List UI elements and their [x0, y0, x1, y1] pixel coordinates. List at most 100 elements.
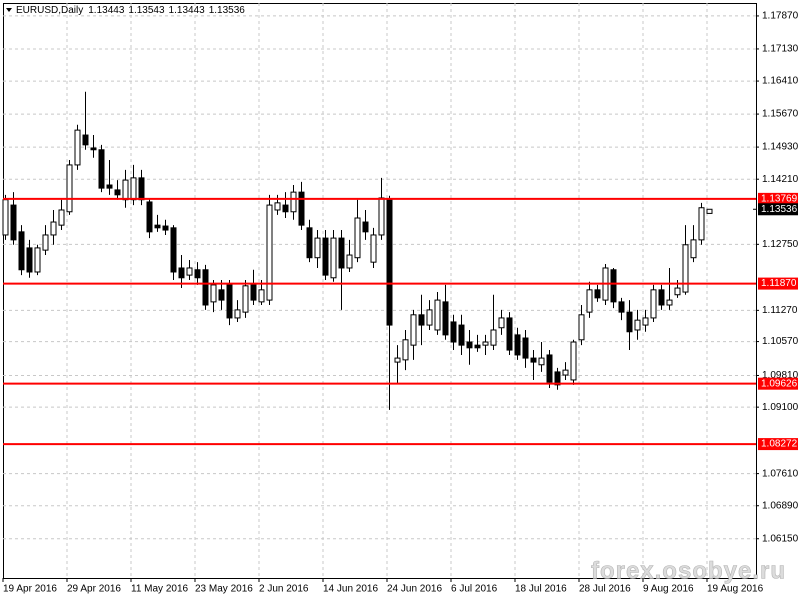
- plot-area: [2, 3, 756, 578]
- candle-body: [594, 289, 601, 299]
- level-label-box: [758, 377, 798, 390]
- candle-body: [42, 234, 49, 251]
- candle-body: [314, 237, 321, 259]
- candle-body: [410, 314, 417, 346]
- x-tick-label: 2 Jun 2016: [259, 584, 309, 595]
- candle-body: [370, 234, 377, 263]
- candle-body: [506, 317, 513, 351]
- x-tick-label: 24 Jun 2016: [387, 584, 442, 595]
- x-tick-label: 14 Jun 2016: [323, 584, 378, 595]
- candle-body: [394, 357, 401, 363]
- candle-body: [418, 314, 425, 326]
- y-tick-label: 1.15670: [762, 109, 799, 120]
- candle-body: [466, 341, 473, 349]
- candle-body: [706, 208, 713, 214]
- candle-body: [570, 341, 577, 381]
- candle-body: [114, 189, 121, 196]
- candle-body: [442, 301, 449, 336]
- candle-body: [434, 299, 441, 331]
- candle-body: [226, 284, 233, 319]
- candle-body: [354, 217, 361, 259]
- candle-body: [282, 204, 289, 213]
- x-tick-label: 23 May 2016: [195, 584, 253, 595]
- candle-body: [170, 227, 177, 273]
- candle-body: [10, 204, 17, 241]
- candle-body: [674, 287, 681, 296]
- candle-body: [290, 191, 297, 213]
- candle-body: [514, 334, 521, 356]
- y-tick-label: 1.06150: [762, 533, 799, 544]
- candle-body: [666, 299, 673, 306]
- level-label-box: [758, 277, 798, 290]
- candle-body: [386, 199, 393, 326]
- x-tick-label: 19 Apr 2016: [3, 584, 57, 595]
- header-open: 1.13443: [88, 5, 125, 16]
- candle-body: [162, 225, 169, 231]
- current-price-box: [758, 203, 798, 216]
- candle-body: [34, 247, 41, 273]
- candle-body: [578, 314, 585, 341]
- candle-body: [266, 204, 273, 301]
- candle-body: [554, 371, 561, 386]
- y-tick-label: 1.14210: [762, 174, 799, 185]
- candle-body: [650, 289, 657, 319]
- level-label-box: [758, 438, 798, 451]
- candle-body: [698, 207, 705, 241]
- candle-body: [482, 341, 489, 346]
- y-tick-label: 1.07610: [762, 468, 799, 479]
- y-tick-label: 1.16410: [762, 76, 799, 87]
- x-tick-label: 6 Jul 2016: [451, 584, 498, 595]
- candle-body: [202, 269, 209, 306]
- y-tick-label: 1.11270: [762, 305, 798, 316]
- candle-body: [298, 191, 305, 226]
- candle-body: [402, 339, 409, 361]
- candle-body: [258, 289, 265, 303]
- candle-body: [346, 254, 353, 269]
- x-tick-label: 18 Jul 2016: [515, 584, 567, 595]
- menu-arrow[interactable]: [6, 8, 12, 12]
- candle-body: [218, 289, 225, 301]
- candle-body: [562, 369, 569, 376]
- level-label-box: [758, 192, 798, 205]
- candle-body: [330, 237, 337, 279]
- y-tick-label: 1.06890: [762, 500, 799, 511]
- candle-body: [458, 324, 465, 346]
- x-tick-label: 9 Aug 2016: [643, 584, 694, 595]
- candle-body: [474, 344, 481, 349]
- current-price-label: 1.13536: [761, 204, 798, 215]
- candle-body: [178, 267, 185, 279]
- y-tick-label: 1.10570: [762, 336, 799, 347]
- level-label: 1.13769: [761, 194, 798, 205]
- y-tick-label: 1.14930: [762, 142, 799, 153]
- candle-body: [682, 244, 689, 293]
- level-label: 1.08272: [761, 439, 798, 450]
- candle-body: [690, 239, 697, 259]
- watermark: forex.osobye.ru: [591, 557, 786, 584]
- candle-body: [626, 311, 633, 333]
- candle-body: [194, 269, 201, 279]
- candle-body: [74, 129, 81, 166]
- candle-body: [138, 177, 145, 201]
- candle-body: [122, 179, 129, 201]
- candle-body: [498, 317, 505, 329]
- candle-body: [322, 237, 329, 276]
- candle-body: [610, 269, 617, 303]
- y-tick-label: 1.09810: [762, 370, 799, 381]
- candle-body: [50, 221, 57, 236]
- candle-body: [18, 231, 25, 271]
- x-tick-label: 28 Jul 2016: [579, 584, 631, 595]
- candle-body: [306, 227, 313, 259]
- candle-body: [210, 284, 217, 303]
- candle-body: [274, 202, 281, 211]
- candle-body: [2, 199, 9, 236]
- candle-body: [82, 134, 89, 146]
- candle-body: [538, 357, 545, 366]
- candle-body: [658, 289, 665, 306]
- y-tick-label: 1.09100: [762, 402, 799, 413]
- candle-body: [66, 164, 73, 213]
- header-high: 1.13543: [128, 5, 165, 16]
- x-tick-label: 19 Aug 2016: [707, 584, 764, 595]
- candle-body: [186, 267, 193, 276]
